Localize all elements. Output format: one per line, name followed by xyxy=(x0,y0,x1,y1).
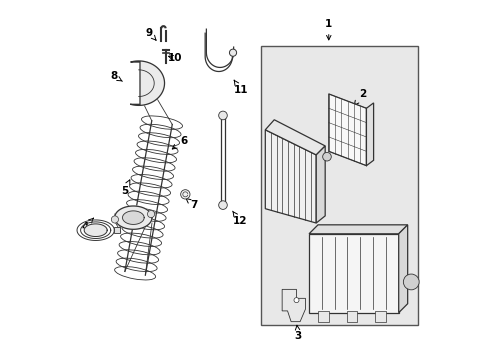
Bar xyxy=(346,311,357,321)
Circle shape xyxy=(111,216,118,223)
Polygon shape xyxy=(308,234,398,313)
Polygon shape xyxy=(130,61,164,105)
Bar xyxy=(260,45,418,325)
Polygon shape xyxy=(316,146,325,223)
Circle shape xyxy=(180,190,190,199)
Text: 9: 9 xyxy=(145,28,156,40)
Polygon shape xyxy=(115,206,152,229)
Text: 10: 10 xyxy=(167,53,182,63)
Text: 1: 1 xyxy=(325,19,332,40)
Text: 5: 5 xyxy=(121,180,129,196)
Text: 7: 7 xyxy=(185,198,198,210)
Polygon shape xyxy=(84,224,107,237)
Text: 12: 12 xyxy=(232,211,246,226)
Text: 8: 8 xyxy=(110,71,122,81)
Polygon shape xyxy=(308,225,407,234)
Circle shape xyxy=(322,152,330,161)
Bar xyxy=(317,311,328,321)
Text: 11: 11 xyxy=(233,80,247,95)
Polygon shape xyxy=(328,94,366,166)
Circle shape xyxy=(403,274,418,290)
Text: 4: 4 xyxy=(81,218,93,231)
Circle shape xyxy=(229,49,236,56)
Bar xyxy=(113,227,120,233)
Bar xyxy=(375,311,386,321)
Circle shape xyxy=(218,111,227,120)
Text: 2: 2 xyxy=(354,89,366,105)
Polygon shape xyxy=(366,103,373,166)
Text: 6: 6 xyxy=(172,136,187,149)
Circle shape xyxy=(218,201,227,210)
Polygon shape xyxy=(398,225,407,313)
Polygon shape xyxy=(265,130,316,223)
Polygon shape xyxy=(282,289,305,321)
Polygon shape xyxy=(122,211,144,224)
Circle shape xyxy=(147,211,154,218)
Text: 3: 3 xyxy=(294,325,301,341)
Polygon shape xyxy=(265,120,325,155)
Circle shape xyxy=(293,298,298,303)
